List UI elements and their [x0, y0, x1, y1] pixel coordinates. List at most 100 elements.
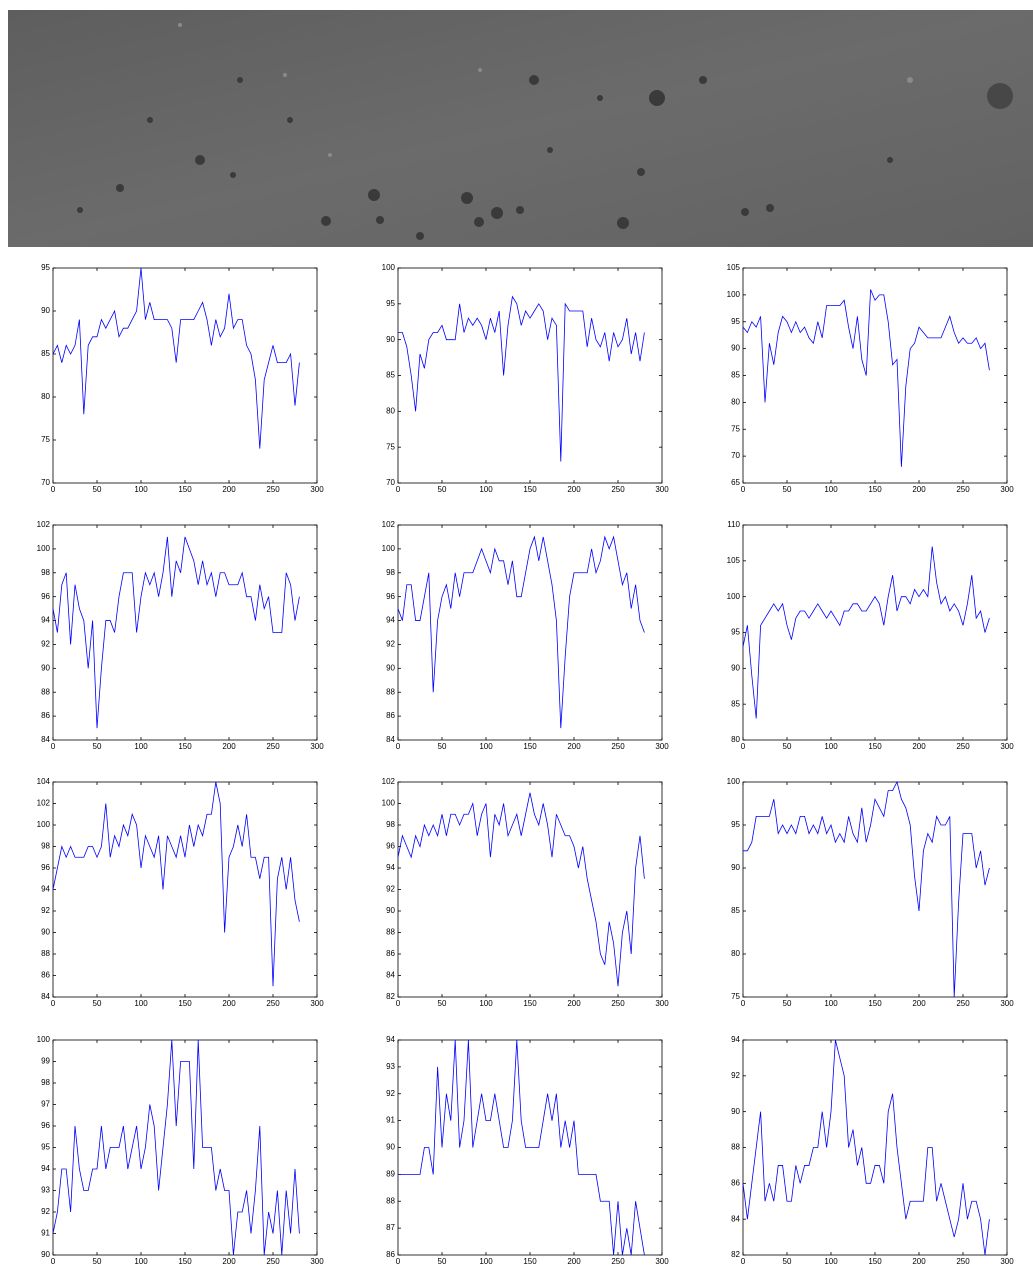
- x-tick-label: 0: [51, 1257, 56, 1266]
- y-tick-label: 110: [727, 520, 740, 529]
- y-tick-label: 85: [731, 906, 740, 915]
- line-chart: 0501001502002503008486889092949698100102: [37, 520, 325, 751]
- x-tick-label: 150: [523, 742, 537, 751]
- y-tick-label: 96: [386, 592, 395, 601]
- line-chart: 05010015020025030065707580859095100105: [727, 263, 1015, 494]
- y-tick-label: 100: [37, 544, 51, 553]
- page: 0 50 100 150 200 250 300 70 75 80 85 90 95 0 50 100 150 2…: [0, 0, 1033, 1268]
- y-tick-label: 94: [41, 885, 50, 894]
- x-tick-label: 300: [1000, 742, 1014, 751]
- x-tick-label: 100: [134, 742, 148, 751]
- x-tick-label: 100: [134, 485, 148, 494]
- x-tick-label: 100: [134, 999, 148, 1008]
- y-tick-label: 88: [386, 687, 395, 696]
- x-tick-label: 0: [51, 742, 56, 751]
- plot-area: [398, 268, 662, 483]
- x-tick-label: 100: [824, 742, 838, 751]
- plot-area: [53, 782, 317, 997]
- x-tick-label: 50: [93, 485, 102, 494]
- y-tick-label: 105: [727, 263, 741, 272]
- y-tick-label: 90: [41, 306, 50, 315]
- y-tick-label: 70: [41, 478, 50, 487]
- y-tick-label: 88: [386, 928, 395, 937]
- x-tick-label: 200: [912, 1257, 926, 1266]
- x-tick-label: 250: [956, 485, 970, 494]
- y-tick-label: 86: [731, 1178, 740, 1187]
- x-tick-label: 300: [655, 1257, 669, 1266]
- x-tick-label: 250: [956, 742, 970, 751]
- y-tick-label: 86: [386, 711, 395, 720]
- y-tick-label: 91: [386, 1116, 395, 1125]
- y-tick-label: 96: [41, 592, 50, 601]
- x-tick-label: 200: [567, 999, 581, 1008]
- x-tick-label: 250: [956, 1257, 970, 1266]
- x-tick-label: 150: [868, 1257, 882, 1266]
- y-tick-label: 89: [386, 1169, 395, 1178]
- y-tick-label: 98: [41, 568, 50, 577]
- y-tick-label: 80: [731, 397, 740, 406]
- y-tick-label: 90: [386, 1143, 395, 1152]
- y-tick-label: 92: [41, 640, 50, 649]
- y-tick-label: 100: [382, 799, 396, 808]
- y-tick-label: 100: [382, 263, 396, 272]
- x-tick-label: 150: [178, 485, 192, 494]
- x-tick-label: 300: [655, 999, 669, 1008]
- x-tick-label: 250: [611, 742, 625, 751]
- y-tick-label: 88: [41, 949, 50, 958]
- x-tick-label: 250: [611, 1257, 625, 1266]
- y-tick-label: 94: [731, 1035, 740, 1044]
- y-tick-label: 85: [41, 349, 50, 358]
- x-tick-label: 200: [912, 999, 926, 1008]
- y-tick-label: 82: [386, 992, 395, 1001]
- x-tick-label: 200: [912, 742, 926, 751]
- x-tick-label: 300: [310, 999, 324, 1008]
- x-tick-label: 0: [396, 1257, 401, 1266]
- plot-area: [53, 268, 317, 483]
- y-tick-label: 80: [386, 406, 395, 415]
- x-tick-label: 250: [611, 999, 625, 1008]
- y-tick-label: 70: [731, 451, 740, 460]
- x-tick-label: 200: [912, 485, 926, 494]
- y-tick-label: 95: [731, 317, 740, 326]
- x-tick-label: 50: [93, 999, 102, 1008]
- x-tick-label: 200: [567, 485, 581, 494]
- y-tick-label: 92: [41, 1207, 50, 1216]
- y-tick-label: 100: [727, 777, 741, 786]
- x-tick-label: 150: [868, 742, 882, 751]
- y-tick-label: 96: [41, 1121, 50, 1130]
- y-tick-label: 91: [41, 1229, 50, 1238]
- y-tick-label: 80: [731, 949, 740, 958]
- x-tick-label: 300: [310, 742, 324, 751]
- y-tick-label: 95: [41, 1143, 50, 1152]
- x-tick-label: 150: [178, 742, 192, 751]
- x-tick-label: 100: [134, 1257, 148, 1266]
- y-tick-label: 75: [41, 435, 50, 444]
- y-tick-label: 70: [386, 478, 395, 487]
- x-tick-label: 150: [868, 999, 882, 1008]
- x-tick-label: 250: [611, 485, 625, 494]
- y-tick-label: 90: [41, 928, 50, 937]
- y-tick-label: 98: [41, 842, 50, 851]
- y-tick-label: 92: [41, 906, 50, 915]
- plot-area: [398, 782, 662, 997]
- plot-area: [53, 1040, 317, 1255]
- x-tick-label: 250: [266, 485, 280, 494]
- x-tick-label: 200: [567, 1257, 581, 1266]
- y-tick-label: 90: [731, 663, 740, 672]
- x-tick-label: 200: [222, 1257, 236, 1266]
- y-tick-label: 90: [386, 663, 395, 672]
- x-tick-label: 300: [1000, 999, 1014, 1008]
- x-tick-label: 0: [741, 742, 746, 751]
- line-chart: 0501001502002503008486889092949698100102…: [37, 777, 325, 1008]
- x-tick-label: 100: [824, 1257, 838, 1266]
- y-tick-label: 92: [386, 1089, 395, 1098]
- y-tick-label: 95: [731, 820, 740, 829]
- x-tick-label: 50: [93, 742, 102, 751]
- x-tick-label: 50: [438, 485, 447, 494]
- y-tick-label: 84: [386, 735, 395, 744]
- y-tick-label: 100: [727, 290, 741, 299]
- y-tick-label: 93: [386, 1062, 395, 1071]
- x-tick-label: 300: [310, 485, 324, 494]
